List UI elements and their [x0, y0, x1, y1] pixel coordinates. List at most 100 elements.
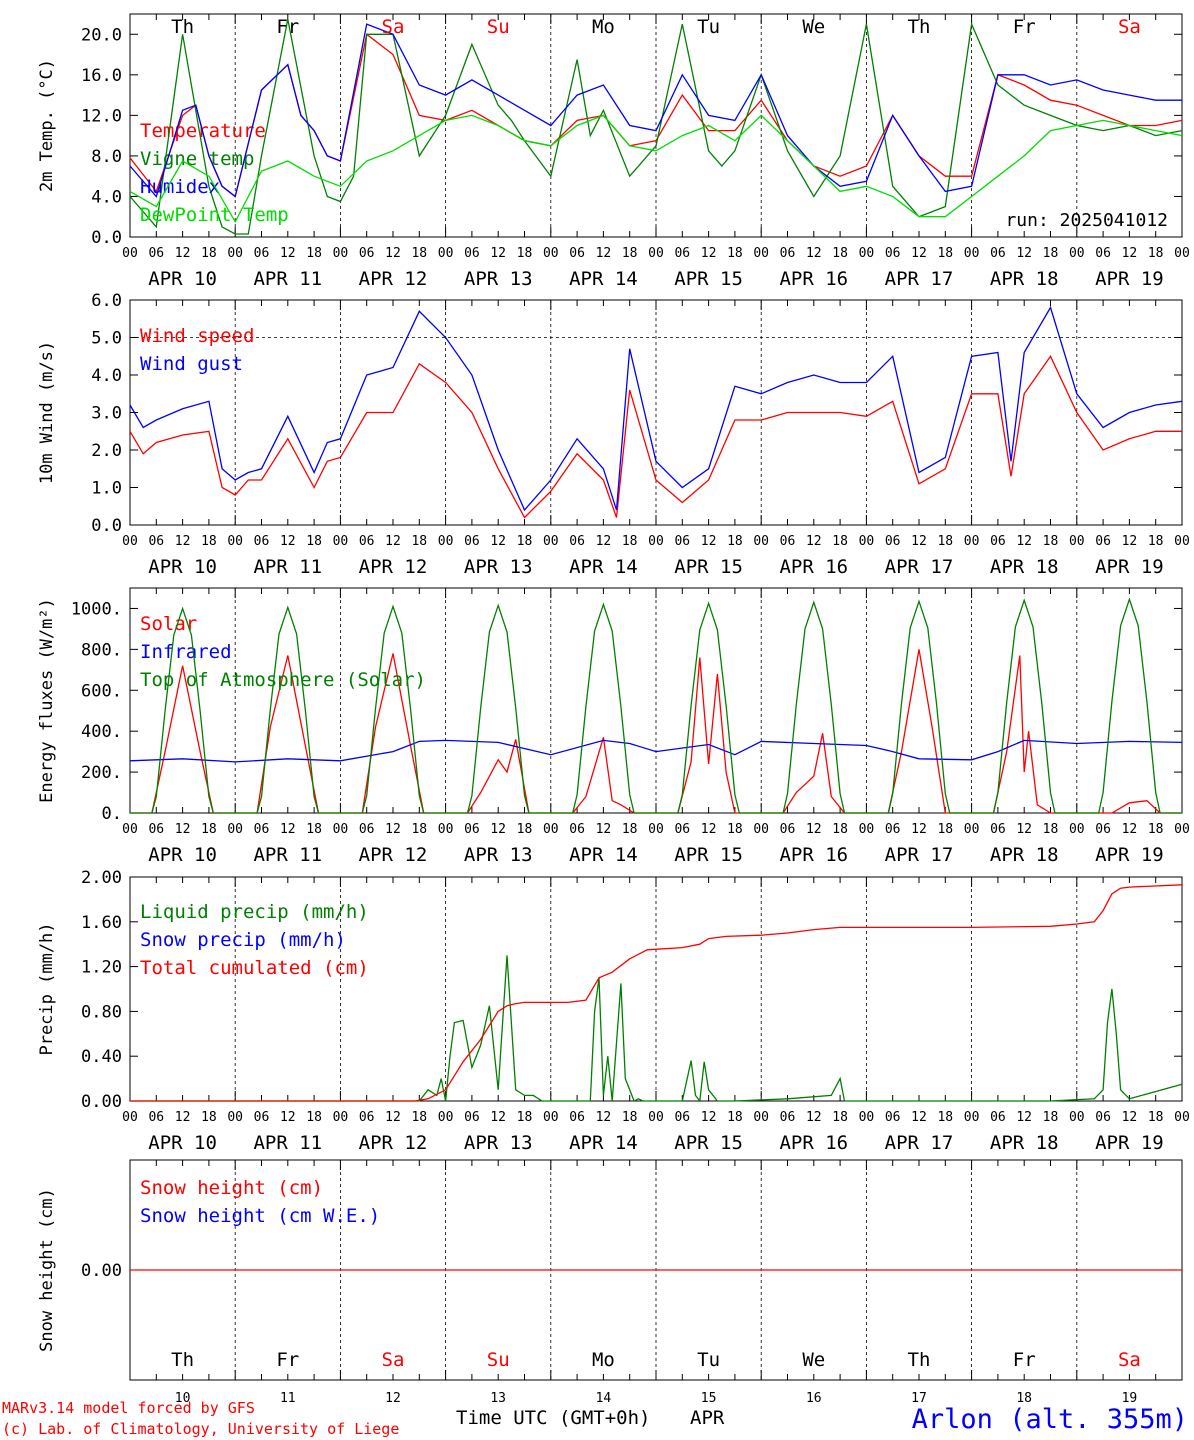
- hour-tick-label: 06: [359, 1110, 375, 1125]
- hour-tick-label: 12: [911, 534, 927, 549]
- hour-tick-label: 12: [385, 246, 401, 261]
- legend-entry: Snow height (cm W.E.): [140, 1205, 380, 1227]
- hour-tick-label: 12: [806, 822, 822, 837]
- hour-tick-label: 00: [1069, 1110, 1085, 1125]
- hour-tick-label: 00: [964, 1110, 980, 1125]
- hour-tick-label: 18: [411, 246, 427, 261]
- hour-tick-label: 06: [464, 1110, 480, 1125]
- hour-tick-label: 18: [411, 534, 427, 549]
- date-label: APR 19: [1095, 556, 1164, 578]
- date-label: APR 16: [779, 556, 848, 578]
- legend-entry: DewPoint Temp: [140, 204, 289, 226]
- hour-tick-label: 18: [937, 822, 953, 837]
- hour-tick-label: 06: [464, 246, 480, 261]
- hour-tick-label: 00: [122, 822, 138, 837]
- weekday-label: Tu: [697, 16, 720, 38]
- y-tick-label: 400.: [81, 722, 122, 742]
- hour-tick-label: 12: [911, 1110, 927, 1125]
- hour-tick-label: 00: [543, 534, 559, 549]
- hour-tick-label: 12: [596, 534, 612, 549]
- y-tick-label: 8.0: [91, 147, 122, 167]
- y-tick-label: 0.40: [81, 1047, 122, 1067]
- hour-tick-label: 12: [1016, 822, 1032, 837]
- hour-tick-label: 12: [175, 1110, 191, 1125]
- date-label: APR 16: [779, 844, 848, 866]
- hour-tick-label: 00: [1069, 246, 1085, 261]
- hour-tick-label: 06: [885, 246, 901, 261]
- date-label: APR 14: [569, 1132, 638, 1154]
- hour-tick-label: 18: [517, 534, 533, 549]
- hour-tick-label: 12: [385, 1110, 401, 1125]
- hour-tick-label: 12: [596, 246, 612, 261]
- hour-tick-label: 18: [1043, 534, 1059, 549]
- date-label: APR 18: [990, 556, 1059, 578]
- legend-entry: Snow precip (mm/h): [140, 929, 346, 951]
- date-label: APR 17: [885, 556, 954, 578]
- hour-tick-label: 00: [227, 822, 243, 837]
- panel-temp: 0.0 4.0 8.0 12.0 16.0 20.0 2m Temp. (°C) 00 06 12…: [37, 13, 1190, 290]
- legend-entry: Total cumulated (cm): [140, 957, 369, 979]
- hour-tick-label: 18: [622, 822, 638, 837]
- date-label: APR 17: [885, 268, 954, 290]
- weekday-label: Th: [171, 1349, 194, 1371]
- y-tick-label: 12.0: [81, 106, 122, 126]
- hour-tick-label: 18: [937, 534, 953, 549]
- hour-tick-label: 06: [674, 534, 690, 549]
- hour-tick-label: 06: [254, 534, 270, 549]
- series-line-vigne-temp: [129, 18, 1183, 235]
- y-tick-label: 200.: [81, 763, 122, 783]
- legend-entry: Snow height (cm): [140, 1177, 323, 1199]
- hour-tick-label: 12: [701, 534, 717, 549]
- hour-tick-label: 06: [569, 822, 585, 837]
- hour-tick-label: 18: [937, 246, 953, 261]
- hour-tick-label: 18: [832, 534, 848, 549]
- hour-tick-label: 18: [1043, 822, 1059, 837]
- date-label: APR 11: [253, 844, 322, 866]
- hour-tick-label: 18: [1043, 246, 1059, 261]
- weekday-label: Mo: [592, 16, 615, 38]
- hour-tick-label: 18: [201, 534, 217, 549]
- legend-entry: Wind speed: [140, 325, 254, 347]
- hour-tick-label: 12: [1016, 1110, 1032, 1125]
- weekday-label: Th: [908, 1349, 931, 1371]
- hour-tick-label: 12: [490, 1110, 506, 1125]
- date-label: APR 12: [359, 844, 428, 866]
- hour-tick-label: 18: [1148, 534, 1164, 549]
- hour-tick-label: 06: [780, 246, 796, 261]
- hour-tick-label: 18: [937, 1110, 953, 1125]
- hour-tick-label: 18: [622, 1110, 638, 1125]
- plot-frame: [129, 587, 1183, 814]
- hour-tick-label: 12: [911, 246, 927, 261]
- station-label: Arlon (alt. 355m): [912, 1404, 1188, 1435]
- month-label: APR: [690, 1407, 725, 1429]
- hour-tick-label: 00: [964, 246, 980, 261]
- panel-wind: 0.0 1.0 2.0 3.0 4.0 5.0 6.0 10m Wind (m/s) 00 06 1…: [37, 291, 1190, 578]
- date-label: APR 10: [148, 268, 217, 290]
- hour-tick-label: 12: [806, 534, 822, 549]
- hour-tick-label: 00: [438, 246, 454, 261]
- y-tick-label: 0.80: [81, 1002, 122, 1022]
- series-line-top-of-atmosphere-solar-: [130, 597, 1182, 814]
- date-label: APR 18: [990, 1132, 1059, 1154]
- hour-tick-label: 00: [543, 246, 559, 261]
- hour-tick-label: 06: [148, 1110, 164, 1125]
- hour-tick-label: 00: [333, 246, 349, 261]
- weekday-label: We: [802, 16, 825, 38]
- hour-tick-label: 06: [885, 534, 901, 549]
- date-label: APR 15: [674, 844, 743, 866]
- y-tick-label: 0.0: [91, 516, 122, 536]
- series-line-dewpoint-temp: [129, 114, 1183, 224]
- hour-tick-label: 12: [280, 246, 296, 261]
- y-tick-label: 0.: [102, 804, 122, 824]
- hour-tick-label: 00: [1174, 1110, 1190, 1125]
- hour-tick-label: 18: [727, 246, 743, 261]
- hour-tick-label: 18: [1148, 246, 1164, 261]
- legend-entry: Liquid precip (mm/h): [140, 901, 369, 923]
- hour-tick-label: 18: [411, 1110, 427, 1125]
- hour-tick-label: 00: [438, 822, 454, 837]
- hour-tick-label: 12: [701, 246, 717, 261]
- hour-tick-label: 06: [254, 822, 270, 837]
- hour-tick-label: 12: [596, 822, 612, 837]
- hour-tick-label: 00: [859, 1110, 875, 1125]
